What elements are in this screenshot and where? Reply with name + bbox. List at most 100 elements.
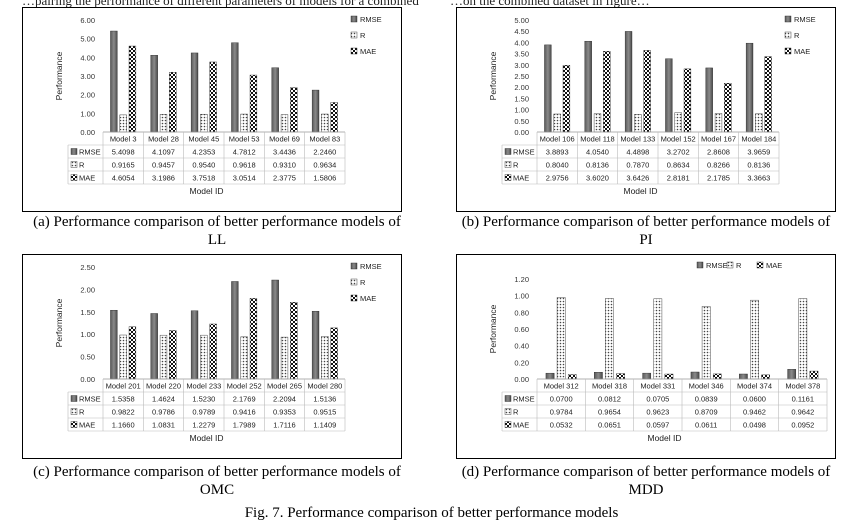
legend-key-rmse xyxy=(696,261,704,269)
x-category-label: Model 53 xyxy=(229,135,260,144)
bar-r-3 xyxy=(674,112,682,133)
legend-key-r xyxy=(350,31,358,39)
table-series-name: RMSE xyxy=(79,395,101,404)
bar-mae-1 xyxy=(169,72,177,133)
caption-mdd: (d) Performance comparison of better per… xyxy=(431,463,861,499)
legend-key-r xyxy=(784,31,792,39)
legend-label-rmse: RMSE xyxy=(360,262,382,271)
y-tick-label: 6.00 xyxy=(80,16,95,25)
caption-omc-line2: OMC xyxy=(199,482,235,498)
legend-key-mae xyxy=(350,294,358,302)
bar-mae-5 xyxy=(809,370,819,380)
data-value-label: 1.5358 xyxy=(112,395,135,404)
data-value-label: 1.1660 xyxy=(112,421,135,430)
y-tick-label: 0.00 xyxy=(514,375,529,384)
bar-r-5 xyxy=(755,113,763,133)
bar-r-1 xyxy=(159,114,168,133)
bar-mae-2 xyxy=(643,50,651,133)
bar-r-3 xyxy=(240,113,248,133)
table-legend-key xyxy=(70,174,78,181)
legend-label-rmse: RMSE xyxy=(360,15,382,24)
y-axis-label: Performance xyxy=(54,298,64,347)
bar-mae-3 xyxy=(683,68,692,133)
x-category-label: Model 220 xyxy=(146,382,181,391)
x-axis-label: Model ID xyxy=(623,186,657,196)
bar-rmse-1 xyxy=(150,55,158,133)
x-category-label: Model 152 xyxy=(661,135,696,144)
data-value-label: 3.6426 xyxy=(626,174,649,183)
y-tick-label: 1.50 xyxy=(514,94,529,103)
legend-label-r: R xyxy=(360,278,366,287)
y-axis-label: Performance xyxy=(488,304,498,353)
x-category-label: Model 252 xyxy=(227,382,262,391)
bar-rmse-2 xyxy=(624,31,633,133)
bar-r-5 xyxy=(321,113,329,133)
bar-r-2 xyxy=(200,113,208,133)
caption-mdd-line2: MDD xyxy=(628,482,664,498)
bar-r-2 xyxy=(653,298,663,380)
bar-r-0 xyxy=(119,334,127,380)
chart-pi: 0.00 0.50 1.00 1.50 2.00 2.50 3.00 3.50 4.00 4.50… xyxy=(488,15,816,196)
legend-label-mae: MAE xyxy=(360,47,376,56)
data-value-label: 3.2702 xyxy=(667,148,690,157)
data-value-label: 2.1769 xyxy=(233,395,256,404)
x-category-label: Model 83 xyxy=(309,135,340,144)
bar-r-4 xyxy=(280,336,289,380)
legend-key-r xyxy=(350,278,358,286)
top-text-left: …pairing the performance of different pa… xyxy=(22,0,422,8)
bar-r-3 xyxy=(240,336,248,380)
x-category-label: Model 318 xyxy=(592,382,627,391)
data-value-label: 2.8608 xyxy=(707,148,730,157)
y-tick-label: 0.40 xyxy=(514,342,529,351)
data-value-label: 3.7518 xyxy=(192,174,215,183)
table-legend-key xyxy=(504,161,512,168)
bar-rmse-4 xyxy=(739,373,748,380)
data-value-label: 0.9786 xyxy=(152,408,175,417)
data-value-label: 0.8709 xyxy=(695,408,718,417)
x-category-label: Model 312 xyxy=(544,382,579,391)
bar-mae-0 xyxy=(128,326,137,380)
table-series-name: MAE xyxy=(79,421,95,430)
data-value-label: 0.7870 xyxy=(626,161,649,170)
bar-r-0 xyxy=(556,297,566,380)
table-series-name: MAE xyxy=(513,421,529,430)
caption-omc-line1: (c) Performance comparison of better per… xyxy=(33,464,401,480)
x-category-label: Model 106 xyxy=(540,135,575,144)
data-value-label: 0.9618 xyxy=(233,161,256,170)
x-category-label: Model 233 xyxy=(186,382,221,391)
table-legend-key xyxy=(504,395,512,402)
x-category-label: Model 118 xyxy=(580,135,614,144)
x-category-label: Model 201 xyxy=(106,382,141,391)
data-value-label: 0.0812 xyxy=(598,395,621,404)
x-category-label: Model 331 xyxy=(640,382,675,391)
caption-pi: (b) Performance comparison of better per… xyxy=(431,213,861,249)
data-value-label: 2.2460 xyxy=(313,148,336,157)
data-value-label: 0.8136 xyxy=(586,161,609,170)
data-value-label: 5.4098 xyxy=(112,148,135,157)
y-axis-label: Performance xyxy=(54,51,64,100)
data-value-label: 0.9462 xyxy=(743,408,766,417)
data-value-label: 0.9642 xyxy=(791,408,814,417)
legend-key-mae xyxy=(756,261,764,269)
caption-pi-line2: PI xyxy=(639,232,653,248)
x-category-label: Model 280 xyxy=(307,382,342,391)
caption-ll-line1: (a) Performance comparison of better per… xyxy=(33,214,401,230)
data-value-label: 0.0705 xyxy=(646,395,669,404)
bar-rmse-1 xyxy=(150,313,158,380)
bar-rmse-5 xyxy=(311,310,320,380)
data-value-label: 3.9659 xyxy=(747,148,770,157)
bar-mae-1 xyxy=(169,330,177,380)
y-tick-label: 2.00 xyxy=(514,83,529,92)
y-tick-label: 1.00 xyxy=(514,106,529,115)
data-value-label: 4.2353 xyxy=(192,148,215,157)
bar-rmse-5 xyxy=(745,42,754,133)
table-legend-key xyxy=(504,421,512,428)
data-value-label: 0.9784 xyxy=(550,408,573,417)
bar-rmse-1 xyxy=(584,40,592,133)
data-value-label: 4.6054 xyxy=(112,174,135,183)
y-tick-label: 0.50 xyxy=(80,353,95,362)
bar-rmse-2 xyxy=(190,310,199,380)
chart-panel-omc: 0.00 0.50 1.00 1.50 2.00 2.50 Performance Model… xyxy=(22,254,402,459)
data-value-label: 2.8181 xyxy=(667,174,690,183)
table-legend-key xyxy=(70,161,78,168)
